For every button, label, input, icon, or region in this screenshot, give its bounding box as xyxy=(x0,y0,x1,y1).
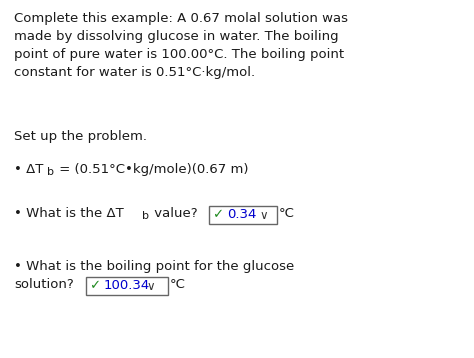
Text: ∨: ∨ xyxy=(146,280,155,293)
Text: 100.34: 100.34 xyxy=(104,279,150,292)
Text: • What is the ΔT: • What is the ΔT xyxy=(14,207,124,220)
Text: °C: °C xyxy=(170,278,186,291)
Text: • What is the boiling point for the glucose: • What is the boiling point for the gluc… xyxy=(14,260,294,273)
Text: 0.34: 0.34 xyxy=(227,208,256,221)
Text: ∨: ∨ xyxy=(259,209,268,222)
Bar xyxy=(209,206,277,224)
Text: ✓: ✓ xyxy=(212,208,223,221)
Text: Set up the problem.: Set up the problem. xyxy=(14,130,147,143)
Text: b: b xyxy=(142,211,149,221)
Bar xyxy=(86,277,168,295)
Text: = (0.51°C•kg/mole)(0.67 m): = (0.51°C•kg/mole)(0.67 m) xyxy=(55,163,248,176)
Text: • ΔT: • ΔT xyxy=(14,163,44,176)
Text: solution?: solution? xyxy=(14,278,74,291)
Text: °C: °C xyxy=(279,207,295,220)
Text: b: b xyxy=(47,167,54,177)
Text: Complete this example: A 0.67 molal solution was
made by dissolving glucose in w: Complete this example: A 0.67 molal solu… xyxy=(14,12,348,79)
Text: ✓: ✓ xyxy=(89,279,100,292)
Text: value?: value? xyxy=(150,207,198,220)
